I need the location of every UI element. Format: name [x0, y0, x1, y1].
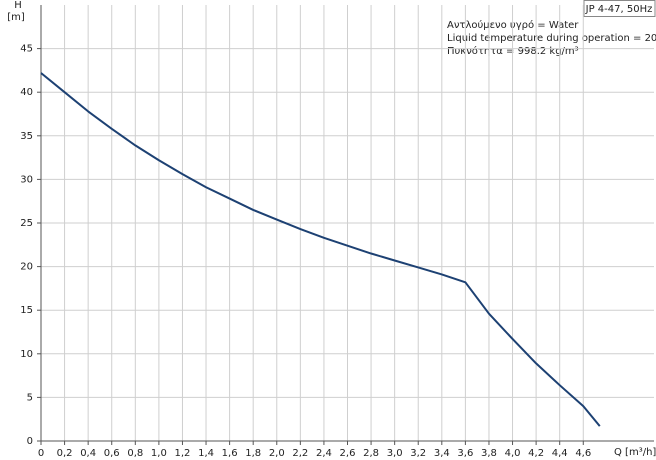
x-tick-label: 3,0 [387, 448, 403, 459]
title-box [583, 0, 656, 17]
x-tick-label: 2,4 [316, 448, 332, 459]
x-tick-label: 4,4 [552, 448, 568, 459]
x-tick-label: 4,2 [528, 448, 544, 459]
curve [40, 72, 601, 427]
x-tick-label: 2,6 [340, 448, 356, 459]
y-tick-label: 30 [20, 174, 33, 185]
x-tick-label: 4,6 [575, 448, 591, 459]
x-tick-label: 3,2 [410, 448, 426, 459]
chart-title: JP 4-47, 50Hz [585, 4, 653, 15]
y-tick-label: 0 [27, 436, 33, 447]
x-tick-label: 3,4 [434, 448, 450, 459]
y-tick-label: 15 [20, 305, 33, 316]
y-tick-label: 20 [20, 262, 33, 273]
x-tick-label: 4,0 [505, 448, 521, 459]
y-tick-label: 45 [20, 44, 33, 55]
y-tick-label: 10 [20, 349, 33, 360]
x-axis-label: Q [m³/h] [614, 447, 656, 458]
x-tick-label: 3,8 [481, 448, 497, 459]
y-tick-label: 40 [20, 87, 33, 98]
x-tick-label: 3,6 [457, 448, 473, 459]
y-axis-label: H [14, 0, 22, 11]
x-tick-label: 1,8 [245, 448, 261, 459]
y-tick-label: 5 [27, 392, 33, 403]
x-tick-label: 1,2 [175, 448, 191, 459]
y-axis-unit: [m] [7, 12, 25, 23]
x-tick-label: 0 [38, 448, 44, 459]
annotation: Liquid temperature during operation = 20… [447, 33, 656, 44]
y-tick-label: 35 [20, 131, 33, 142]
x-tick-label: 0,4 [80, 448, 96, 459]
x-tick-label: 1,0 [151, 448, 167, 459]
x-tick-label: 1,4 [198, 448, 214, 459]
x-tick-label: 1,6 [222, 448, 238, 459]
x-tick-label: 2,8 [363, 448, 379, 459]
x-tick-label: 2,2 [292, 448, 308, 459]
x-tick-label: 0,6 [104, 448, 120, 459]
y-tick-label: 25 [20, 218, 33, 229]
x-tick-label: 0,8 [127, 448, 143, 459]
annotation: Αντλούμενο υγρό = Water [447, 19, 579, 31]
x-tick-label: 0,2 [57, 448, 73, 459]
x-tick-label: 2,0 [269, 448, 285, 459]
